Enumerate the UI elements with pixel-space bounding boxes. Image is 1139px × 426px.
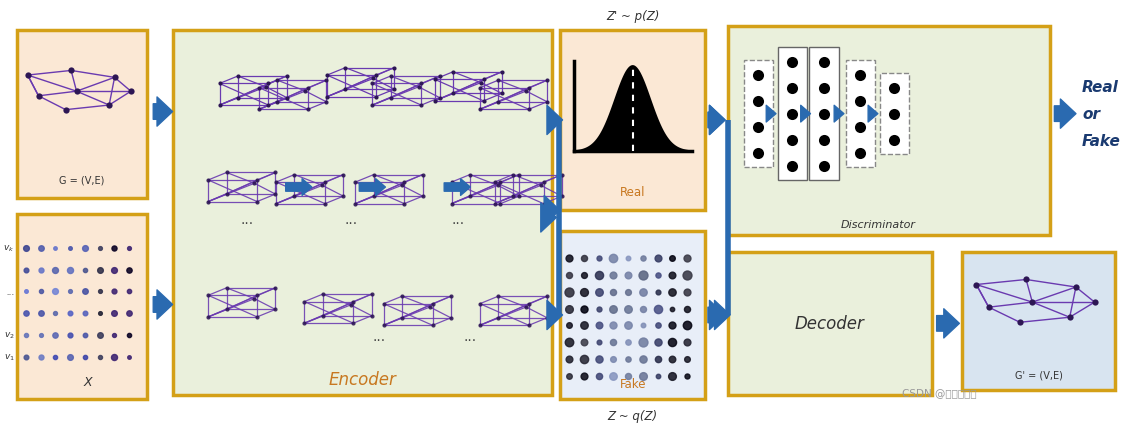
- Text: X: X: [83, 375, 92, 389]
- Text: G = (V,E): G = (V,E): [59, 176, 105, 185]
- FancyBboxPatch shape: [810, 48, 838, 181]
- Text: $v_1$: $v_1$: [3, 352, 15, 363]
- Text: Encoder: Encoder: [329, 371, 396, 389]
- FancyBboxPatch shape: [560, 31, 705, 210]
- Text: Discriminator: Discriminator: [841, 219, 916, 230]
- Text: Real: Real: [620, 185, 646, 198]
- Text: Fake: Fake: [620, 377, 646, 390]
- Text: $v_k$: $v_k$: [3, 243, 15, 253]
- FancyBboxPatch shape: [744, 61, 773, 167]
- FancyBboxPatch shape: [17, 31, 147, 198]
- Text: ...: ...: [372, 329, 386, 343]
- Text: $v_2$: $v_2$: [3, 330, 15, 340]
- FancyBboxPatch shape: [560, 232, 705, 399]
- Text: ...: ...: [452, 212, 465, 226]
- Text: ...: ...: [240, 212, 253, 226]
- Text: Decoder: Decoder: [795, 315, 865, 333]
- Text: Fake: Fake: [1082, 134, 1121, 149]
- FancyBboxPatch shape: [778, 48, 808, 181]
- Text: Real: Real: [1082, 80, 1118, 95]
- FancyBboxPatch shape: [728, 253, 932, 395]
- FancyBboxPatch shape: [962, 253, 1115, 391]
- Text: CSDN @宇来风满楼: CSDN @宇来风满楼: [902, 387, 977, 397]
- FancyBboxPatch shape: [845, 61, 875, 167]
- Text: G' = (V,E): G' = (V,E): [1015, 370, 1063, 380]
- FancyBboxPatch shape: [879, 74, 909, 155]
- Text: Z' ~ p(Z): Z' ~ p(Z): [606, 10, 659, 23]
- FancyBboxPatch shape: [728, 26, 1050, 236]
- Text: ...: ...: [464, 329, 476, 343]
- Text: Z ~ q(Z): Z ~ q(Z): [607, 409, 658, 422]
- Text: ...: ...: [6, 287, 15, 296]
- FancyBboxPatch shape: [17, 215, 147, 399]
- Text: or: or: [1082, 107, 1100, 122]
- Polygon shape: [574, 66, 691, 151]
- Text: ...: ...: [344, 212, 358, 226]
- FancyBboxPatch shape: [173, 31, 552, 395]
